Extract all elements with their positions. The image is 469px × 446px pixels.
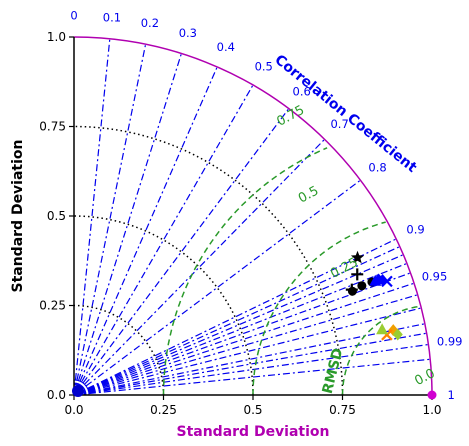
y-tick-label: 0.5 <box>47 209 66 223</box>
y-tick-label: 0.0 <box>47 388 66 402</box>
rms-contour <box>341 305 420 395</box>
points-layer <box>72 250 437 400</box>
correlation-tick-label: 0.6 <box>293 84 311 98</box>
rms-contour <box>252 221 386 395</box>
correlation-line <box>73 307 422 396</box>
correlation-line <box>73 179 361 396</box>
data-point-star <box>350 250 365 264</box>
y-tick-label: 0.25 <box>39 299 66 313</box>
correlation-tick-label: 0.8 <box>368 160 386 174</box>
x-tick-label: 0.25 <box>150 403 177 417</box>
correlation-line <box>73 84 254 396</box>
origin-marker <box>72 385 84 397</box>
x-axis-title: Standard Deviation <box>176 424 329 440</box>
correlation-tick-label: 0.3 <box>179 26 197 40</box>
correlation-tick-label: 0.5 <box>255 59 273 73</box>
rmsd-title: RMSD <box>320 347 347 396</box>
correlation-line <box>73 323 425 396</box>
correlation-line <box>73 44 147 396</box>
correlation-line <box>73 262 408 396</box>
correlation-tick-label: 0.7 <box>330 117 348 131</box>
std-arc <box>73 215 254 396</box>
correlation-line <box>73 343 429 396</box>
y-axis-title: Standard Deviation <box>10 139 26 292</box>
origin-arc <box>73 382 87 396</box>
rms-contour <box>162 147 328 395</box>
rms-contour-label: 0.0 <box>412 366 437 389</box>
rms-contour-label: 0.5 <box>296 184 321 207</box>
std-arc <box>73 125 344 396</box>
data-point-triangle <box>369 274 382 286</box>
y-tick-label: 1.0 <box>47 30 66 44</box>
correlation-tick-label: 1 <box>447 388 454 402</box>
axes-layer <box>69 36 433 400</box>
data-point-circle <box>347 286 357 296</box>
correlation-line <box>73 332 427 396</box>
data-point-triangle <box>376 323 389 335</box>
correlation-tick-label: 0.99 <box>437 334 463 348</box>
data-point-plus <box>351 268 364 281</box>
grid-layer <box>73 38 431 396</box>
outer-arc <box>73 36 433 396</box>
origin-arc <box>73 379 90 396</box>
reference-point <box>427 390 437 400</box>
data-point-diamond <box>392 328 403 341</box>
correlation-tick-label: 0.2 <box>141 16 159 30</box>
x-tick-label: 1.0 <box>422 403 441 417</box>
correlation-tick-label: 0.9 <box>406 223 424 237</box>
std-arc <box>73 304 165 396</box>
rms-contour-label: 0.75 <box>274 103 307 130</box>
y-tick-label: 0.75 <box>39 120 66 134</box>
data-point-circle <box>357 281 367 291</box>
x-tick-label: 0.0 <box>64 403 83 417</box>
correlation-tick-label: 0.95 <box>422 270 448 284</box>
x-tick-label: 0.75 <box>329 403 356 417</box>
data-point-x <box>381 275 393 288</box>
correlation-tick-label: 0.4 <box>217 40 235 54</box>
correlation-line <box>73 272 411 396</box>
x-tick-label: 0.5 <box>243 403 262 417</box>
correlation-tick-label: 0 <box>70 9 77 23</box>
correlation-tick-label: 0.1 <box>103 10 121 24</box>
